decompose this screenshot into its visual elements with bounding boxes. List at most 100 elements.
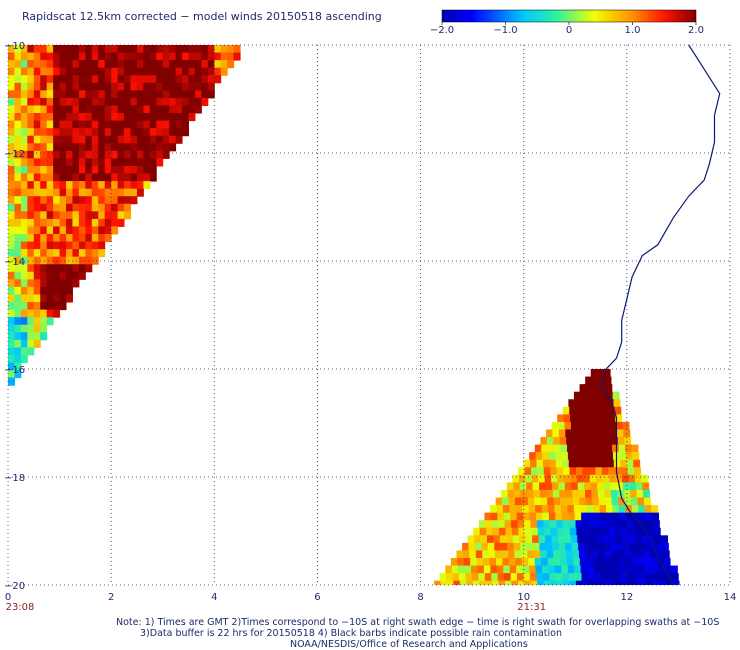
- heatmap-cell: [111, 135, 119, 144]
- heatmap-cell: [581, 512, 589, 521]
- heatmap-cell: [85, 105, 93, 114]
- heatmap-cell: [59, 135, 67, 144]
- heatmap-cell: [546, 550, 554, 559]
- heatmap-cell: [539, 542, 547, 551]
- heatmap-cell: [571, 482, 579, 491]
- heatmap-cell: [78, 196, 86, 205]
- heatmap-cell: [162, 75, 170, 84]
- heatmap-cell: [573, 505, 581, 514]
- heatmap-cell: [59, 45, 67, 54]
- time-label: 21:31: [517, 602, 546, 613]
- heatmap-cell: [597, 369, 605, 378]
- heatmap-cell: [639, 512, 647, 521]
- heatmap-cell: [40, 67, 48, 76]
- heatmap-cell: [91, 105, 99, 114]
- heatmap-cell: [14, 97, 22, 106]
- colorbar-tick-label: −2.0: [430, 25, 454, 36]
- heatmap-cell: [559, 489, 567, 499]
- heatmap-cell: [136, 52, 144, 61]
- heatmap-cell: [597, 482, 605, 491]
- heatmap-cell: [33, 135, 41, 144]
- heatmap-cell: [573, 558, 581, 567]
- heatmap-cell: [20, 135, 28, 144]
- heatmap-cell: [588, 459, 596, 468]
- heatmap-cell: [620, 459, 628, 468]
- heatmap-cell: [91, 196, 99, 205]
- heatmap-cell: [46, 279, 54, 288]
- heatmap-cell: [643, 489, 650, 499]
- heatmap-cell: [523, 520, 531, 529]
- heatmap-cell: [33, 120, 41, 129]
- heatmap-cell: [630, 489, 638, 499]
- heatmap-cell: [590, 369, 598, 378]
- heatmap-cell: [111, 181, 119, 190]
- heatmap-cell: [40, 82, 48, 91]
- heatmap-cell: [586, 384, 593, 393]
- heatmap-cell: [565, 542, 573, 551]
- heatmap-cell: [46, 113, 54, 122]
- heatmap-cell: [14, 370, 22, 379]
- heatmap-cell: [8, 150, 15, 159]
- heatmap-cell: [33, 309, 41, 318]
- heatmap-cell: [563, 527, 571, 536]
- heatmap-cell: [577, 421, 585, 430]
- heatmap-cell: [590, 535, 598, 544]
- heatmap-cell: [613, 573, 621, 582]
- heatmap-cell: [617, 437, 625, 446]
- heatmap-cell: [14, 128, 22, 137]
- heatmap-cell: [40, 309, 48, 318]
- heatmap-cell: [156, 113, 164, 122]
- heatmap-cell: [104, 128, 112, 137]
- heatmap-cell: [130, 45, 138, 54]
- heatmap-cell: [557, 535, 565, 544]
- heatmap-cell: [554, 452, 562, 461]
- heatmap-cell: [98, 188, 106, 197]
- heatmap-cell: [581, 459, 589, 468]
- time-labels: 23:08 21:31: [6, 602, 547, 613]
- heatmap-cell: [33, 271, 41, 280]
- heatmap-cell: [595, 580, 603, 585]
- heatmap-cell: [614, 406, 622, 415]
- heatmap-cell: [46, 234, 54, 243]
- heatmap-cell: [635, 535, 643, 544]
- heatmap-cell: [8, 241, 15, 250]
- heatmap-cell: [59, 165, 67, 175]
- heatmap-cell: [46, 45, 54, 54]
- heatmap-cell: [540, 437, 548, 446]
- heatmap-cell: [474, 542, 482, 551]
- heatmap-cell: [636, 489, 644, 499]
- heatmap-cell: [78, 271, 86, 280]
- heatmap-cell: [595, 467, 603, 476]
- heatmap-cell: [616, 429, 624, 438]
- heatmap-cell: [466, 580, 474, 585]
- heatmap-cell: [20, 234, 28, 243]
- heatmap-cell: [503, 565, 511, 574]
- heatmap-cell: [27, 113, 35, 122]
- heatmap-cell: [143, 45, 151, 54]
- heatmap-cell: [20, 173, 28, 182]
- heatmap-cell: [27, 75, 35, 84]
- heatmap-cell: [510, 573, 518, 582]
- heatmap-cell: [673, 588, 680, 596]
- heatmap-cell: [98, 75, 106, 84]
- heatmap-cell: [66, 105, 73, 114]
- heatmap-cell: [53, 286, 61, 295]
- chart-title: Rapidscat 12.5km corrected − model winds…: [22, 10, 382, 23]
- heatmap-cell: [111, 60, 119, 69]
- heatmap-cell: [188, 67, 196, 76]
- heatmap-cell: [560, 497, 568, 506]
- heatmap-cell: [543, 520, 551, 529]
- heatmap-cell: [654, 535, 662, 544]
- heatmap-cell: [519, 535, 527, 544]
- heatmap-cell: [562, 520, 570, 529]
- y-tick-label: −20: [4, 581, 25, 592]
- heatmap-cell: [652, 512, 659, 521]
- heatmap-cell: [194, 67, 202, 76]
- heatmap-cell: [506, 482, 514, 491]
- heatmap-cell: [130, 181, 138, 190]
- heatmap-cell: [98, 150, 106, 159]
- heatmap-cell: [201, 52, 209, 61]
- heatmap-cell: [569, 580, 577, 585]
- heatmap-cell: [522, 565, 530, 574]
- heatmap-cell: [66, 90, 73, 99]
